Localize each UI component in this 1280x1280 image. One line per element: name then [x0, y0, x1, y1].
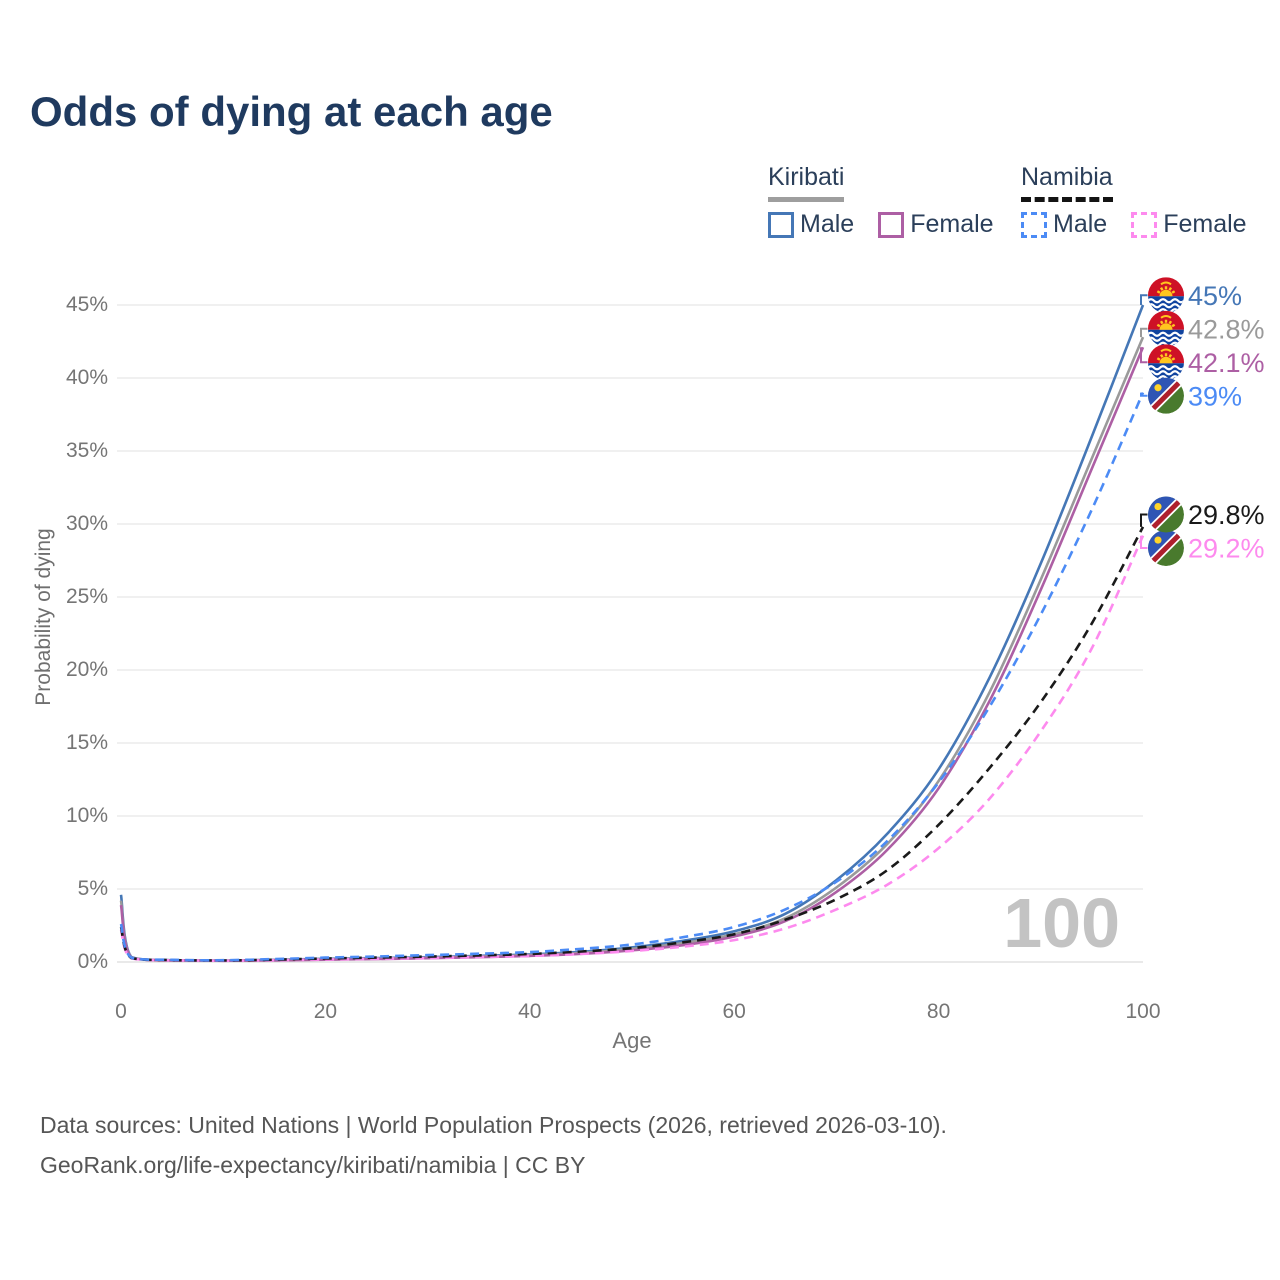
series-end-label-kiribati-both[interactable]: 42.8%: [1148, 310, 1265, 348]
y-tick-label: 15%: [65, 731, 108, 754]
y-tick-label: 45%: [65, 293, 108, 316]
end-label-leader: [1140, 392, 1148, 397]
legend-item-label: Female: [1163, 210, 1247, 238]
y-tick-label: 0%: [77, 950, 108, 973]
y-tick-label: 5%: [77, 877, 108, 900]
flag-icon-namibia: [1148, 530, 1184, 567]
legend-swatch: [768, 211, 794, 238]
y-tick-label: 35%: [65, 439, 108, 462]
series-end-label-kiribati-male[interactable]: 45%: [1148, 277, 1242, 314]
page-title: Odds of dying at each age: [30, 88, 553, 135]
legend-item-label: Male: [1053, 210, 1108, 238]
age-counter-watermark: 100: [1003, 884, 1120, 962]
x-tick-label: 80: [926, 1000, 951, 1023]
legend: Kiribati Male Female Namibia Male Female: [0, 163, 1280, 243]
legend-group-kiribati: Kiribati Male Female: [768, 163, 994, 239]
legend-item-namibia-male[interactable]: Male: [1021, 210, 1107, 239]
legend-group-title: Kiribati: [768, 163, 845, 202]
legend-swatch: [1131, 211, 1158, 238]
x-axis-title: Age: [612, 1028, 652, 1053]
legend-item-namibia-female[interactable]: Female: [1131, 210, 1247, 239]
y-tick-label: 30%: [65, 512, 108, 535]
series-line-namibia-both[interactable]: [119, 526, 1145, 962]
y-tick-label: 40%: [65, 366, 108, 389]
series-end-label-namibia-female[interactable]: 29.2%: [1146, 528, 1265, 568]
legend-swatch: [878, 211, 905, 238]
footer-data-sources: Data sources: United Nations | World Pop…: [40, 1112, 947, 1138]
flag-icon-kiribati: [1148, 344, 1184, 381]
series-line-namibia-male[interactable]: [119, 392, 1145, 962]
end-label-leader: [1140, 294, 1148, 305]
x-tick-label: 20: [313, 1000, 338, 1023]
series-end-label-namibia-male[interactable]: 39%: [1146, 376, 1242, 416]
end-label-value: 29.8%: [1188, 500, 1265, 530]
legend-group-namibia: Namibia Male Female: [1021, 163, 1247, 239]
flag-icon-kiribati: [1148, 277, 1184, 314]
series-line-kiribati-female[interactable]: [119, 346, 1145, 963]
series-end-label-namibia-both[interactable]: 29.8%: [1146, 495, 1265, 535]
y-tick-label: 20%: [65, 658, 108, 681]
series-end-label-kiribati-female[interactable]: 42.1%: [1148, 344, 1265, 381]
end-label-value: 29.2%: [1188, 534, 1265, 564]
legend-item-label: Female: [910, 210, 994, 238]
legend-item-label: Male: [800, 210, 855, 238]
legend-swatch: [1021, 211, 1047, 238]
footer-attribution: GeoRank.org/life-expectancy/kiribati/nam…: [40, 1152, 586, 1178]
end-label-leader: [1140, 513, 1148, 527]
x-tick-label: 40: [518, 1000, 542, 1023]
end-label-value: 42.8%: [1188, 314, 1265, 344]
legend-group-title: Namibia: [1021, 163, 1113, 202]
end-label-value: 42.1%: [1188, 348, 1265, 378]
legend-item-kiribati-female[interactable]: Female: [878, 210, 994, 239]
flag-icon-namibia: [1148, 377, 1184, 414]
series-line-kiribati-male[interactable]: [119, 304, 1145, 962]
y-tick-label: 25%: [65, 585, 108, 608]
flag-icon-namibia: [1148, 496, 1184, 533]
series-line-kiribati-both[interactable]: [119, 336, 1145, 962]
footer: Data sources: United Nations | World Pop…: [40, 1105, 947, 1185]
end-label-leader: [1140, 347, 1148, 364]
end-label-value: 39%: [1188, 381, 1242, 411]
x-tick-label: 0: [115, 1000, 127, 1023]
x-tick-label: 60: [722, 1000, 746, 1023]
y-tick-label: 10%: [65, 804, 108, 827]
end-label-leader: [1140, 327, 1148, 338]
legend-item-kiribati-male[interactable]: Male: [768, 210, 854, 239]
x-tick-label: 100: [1125, 1000, 1161, 1023]
series-line-namibia-female[interactable]: [119, 535, 1145, 963]
flag-icon-kiribati: [1148, 310, 1184, 347]
end-label-leader: [1140, 535, 1148, 549]
end-label-value: 45%: [1188, 281, 1242, 311]
